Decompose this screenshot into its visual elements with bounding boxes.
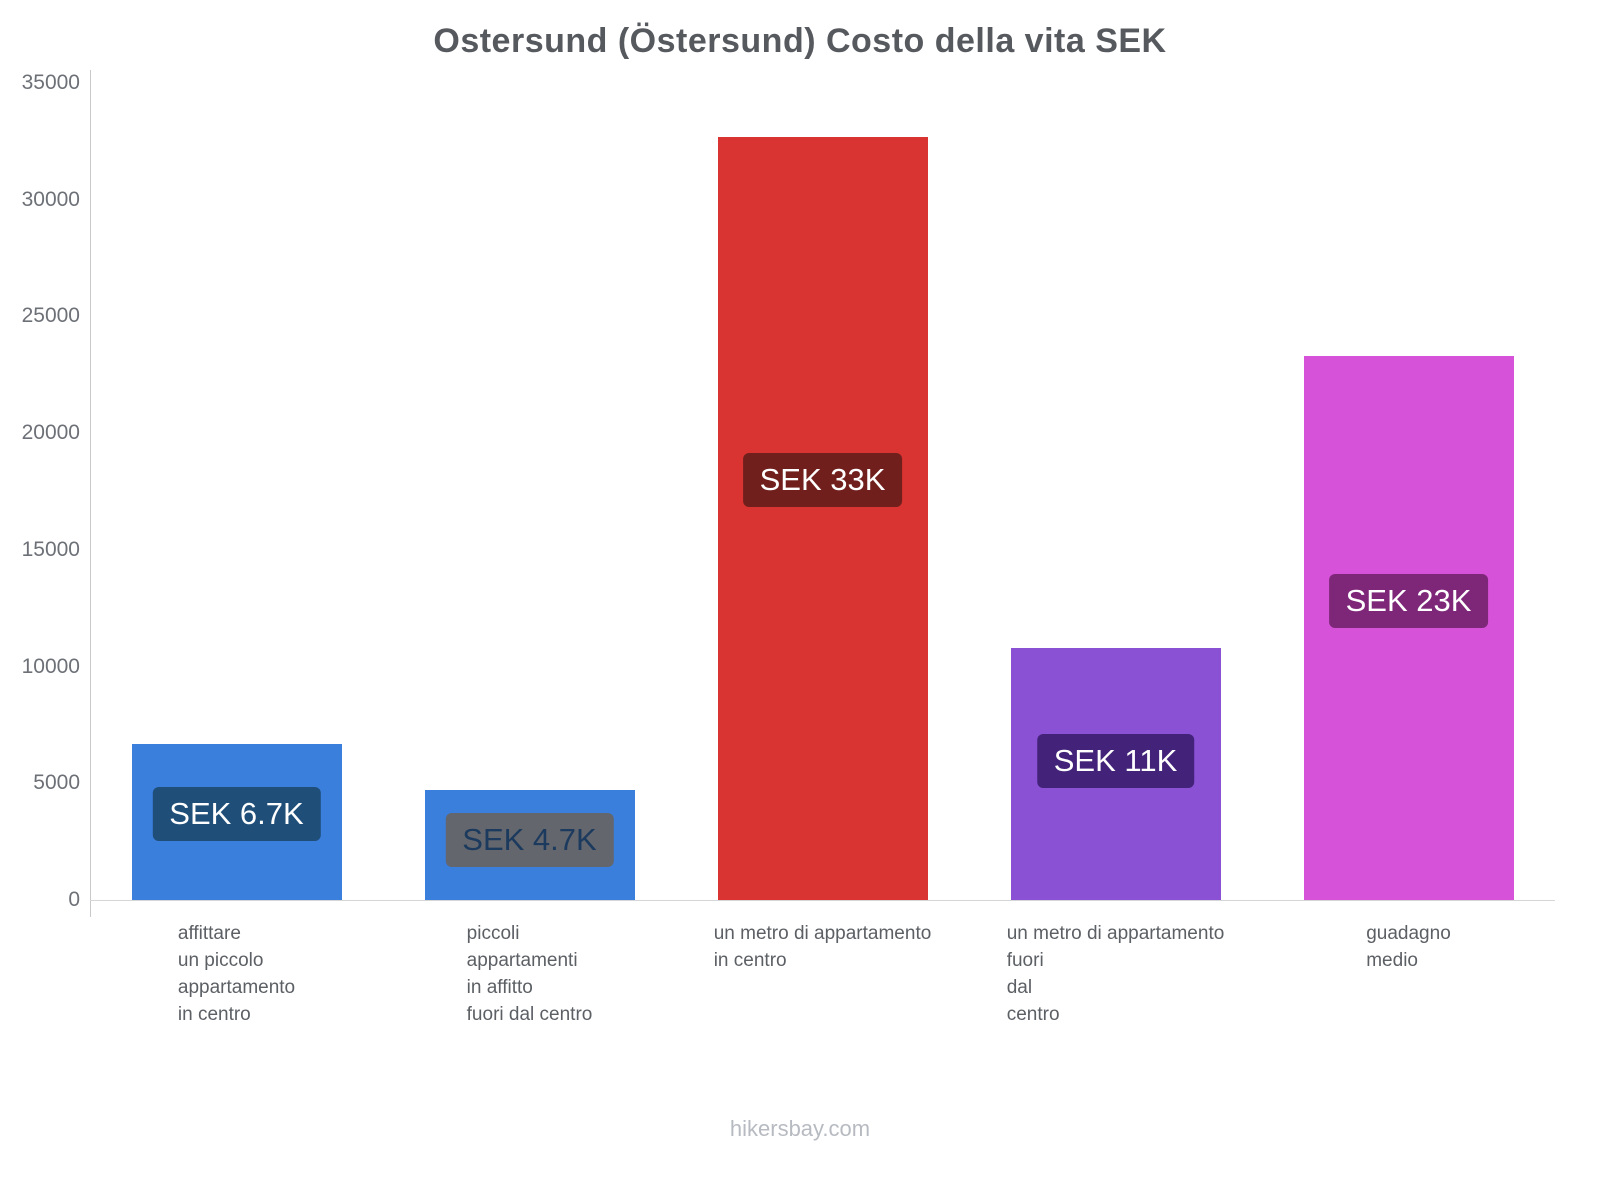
bar-value-label: SEK 4.7K [445,812,614,867]
category-label-line: guadagno [1366,923,1451,944]
y-tick-label: 5000 [33,771,80,795]
bar-value-label: SEK 23K [1328,573,1489,628]
category-label-line: un metro di appartamento [1006,923,1225,944]
category-label-line: un piccolo [177,950,264,971]
category-label: un metro di appartamento fuori dal centro [1007,920,1225,1028]
y-tick-label: 25000 [21,304,80,328]
category-label-line: appartamento [177,977,296,998]
watermark-text: hikersbay.com [729,1116,871,1141]
category-label-line: fuori [1006,950,1044,971]
category-label-line: medio [1366,950,1418,971]
category-label: guadagno medio [1366,920,1451,974]
chart-title: Ostersund (Östersund) Costo della vita S… [433,22,1167,60]
y-tick-label: 10000 [21,654,80,678]
category-label-line: fuori dal centro [466,1004,593,1025]
bar [717,137,928,900]
category-label-line: in affitto [466,977,533,998]
category-label: un metro di appartamento in centro [714,920,932,974]
category-label-line: dal [1006,977,1033,998]
x-axis-line [90,900,1555,901]
y-tick-label: 35000 [21,71,80,94]
category-label-line: piccoli [466,923,520,944]
category-label-line: in centro [713,950,787,971]
y-tick-label: 20000 [21,421,80,445]
category-label-line: un metro di appartamento [713,923,932,944]
y-tick-label: 0 [68,888,80,911]
category-label-line: affittare [177,923,241,944]
category-label-line: appartamenti [466,950,578,971]
bar-value-label: SEK 33K [742,453,903,508]
y-axis-line [90,70,91,917]
bar-value-label: SEK 6.7K [152,787,321,842]
category-label-line: in centro [177,1004,251,1025]
y-tick-label: 30000 [21,187,80,211]
y-tick-label: 15000 [21,537,80,561]
category-label-line: centro [1006,1004,1060,1025]
bar [1303,356,1514,900]
bar-value-label: SEK 11K [1036,734,1195,789]
category-label: affittare un piccolo appartamento in centro [178,920,295,1028]
category-label: piccoli appartamenti in affitto fuori dal c… [467,920,593,1028]
